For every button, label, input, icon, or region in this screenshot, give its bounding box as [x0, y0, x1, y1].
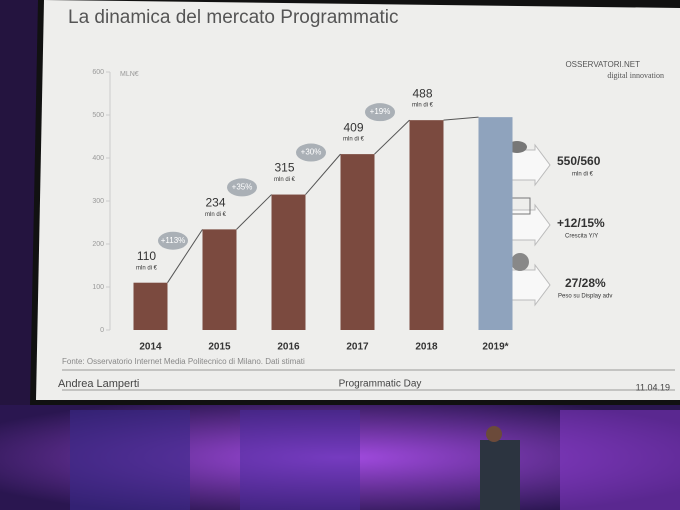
y-axis-label: MLN€ [120, 71, 139, 78]
growth-label: +19% [370, 107, 391, 116]
speaker-head [486, 426, 502, 442]
value-label: 409 [343, 120, 363, 134]
side-note-caption: Crescita Y/Y [565, 234, 598, 240]
x-tick-label: 2017 [346, 342, 369, 353]
value-unit: mln di € [274, 177, 296, 183]
growth-label: +113% [161, 236, 186, 245]
footer-speaker: Andrea Lamperti [58, 378, 139, 390]
wall-panel [240, 410, 360, 510]
wall-panel [560, 410, 680, 510]
value-label: 110 [137, 249, 156, 263]
side-note-caption: Peso su Display adv [558, 294, 612, 300]
growth-bubble [296, 143, 326, 162]
side-note-value: 550/560 [557, 154, 601, 168]
bar [133, 282, 168, 330]
bar [271, 194, 306, 330]
value-label: 488 [412, 86, 432, 100]
y-tick-label: 100 [92, 284, 104, 291]
footer-event: Programmatic Day [339, 379, 422, 390]
logo-name: OSSERVATORI.NET [565, 60, 640, 69]
side-note-caption: mln di € [572, 172, 594, 178]
y-tick-label: 0 [100, 327, 104, 334]
connector [167, 229, 203, 283]
y-tick-label: 500 [92, 112, 104, 119]
x-tick-label: 2019* [482, 342, 508, 353]
bar [340, 154, 375, 330]
connector [443, 116, 479, 121]
bar [409, 120, 444, 330]
logo-tagline: digital innovation [607, 71, 664, 80]
y-tick-label: 300 [92, 198, 104, 205]
y-tick-label: 400 [92, 155, 104, 162]
x-tick-label: 2014 [139, 342, 162, 353]
value-unit: mln di € [205, 212, 227, 218]
y-tick-label: 600 [92, 69, 104, 76]
footer-date: 11.04.19 [636, 382, 670, 392]
value-unit: mln di € [412, 103, 434, 109]
connector [236, 194, 272, 230]
speaker [480, 440, 520, 510]
y-tick-label: 200 [92, 241, 104, 248]
chart-title: La dinamica del mercato Programmatic [68, 7, 399, 28]
growth-bubble [227, 178, 257, 197]
x-tick-label: 2016 [277, 342, 300, 353]
source-note: Fonte: Osservatorio Internet Media Polit… [62, 357, 305, 366]
value-label: 234 [205, 196, 225, 210]
x-tick-label: 2015 [208, 342, 231, 353]
growth-bubble [365, 103, 395, 122]
x-tick-label: 2018 [415, 342, 438, 353]
growth-label: +30% [301, 148, 322, 157]
value-unit: mln di € [343, 137, 365, 143]
connector [305, 153, 341, 195]
value-unit: mln di € [136, 265, 158, 271]
growth-label: +35% [232, 182, 253, 191]
side-note-value: +12/15% [557, 216, 605, 230]
value-label: 315 [274, 161, 294, 175]
growth-bubble [158, 231, 188, 250]
wall-panel [70, 410, 190, 510]
bar [478, 117, 513, 331]
bar [202, 229, 237, 330]
scale-icon [511, 253, 529, 271]
side-note-value: 27/28% [565, 276, 606, 290]
connector [374, 119, 410, 155]
